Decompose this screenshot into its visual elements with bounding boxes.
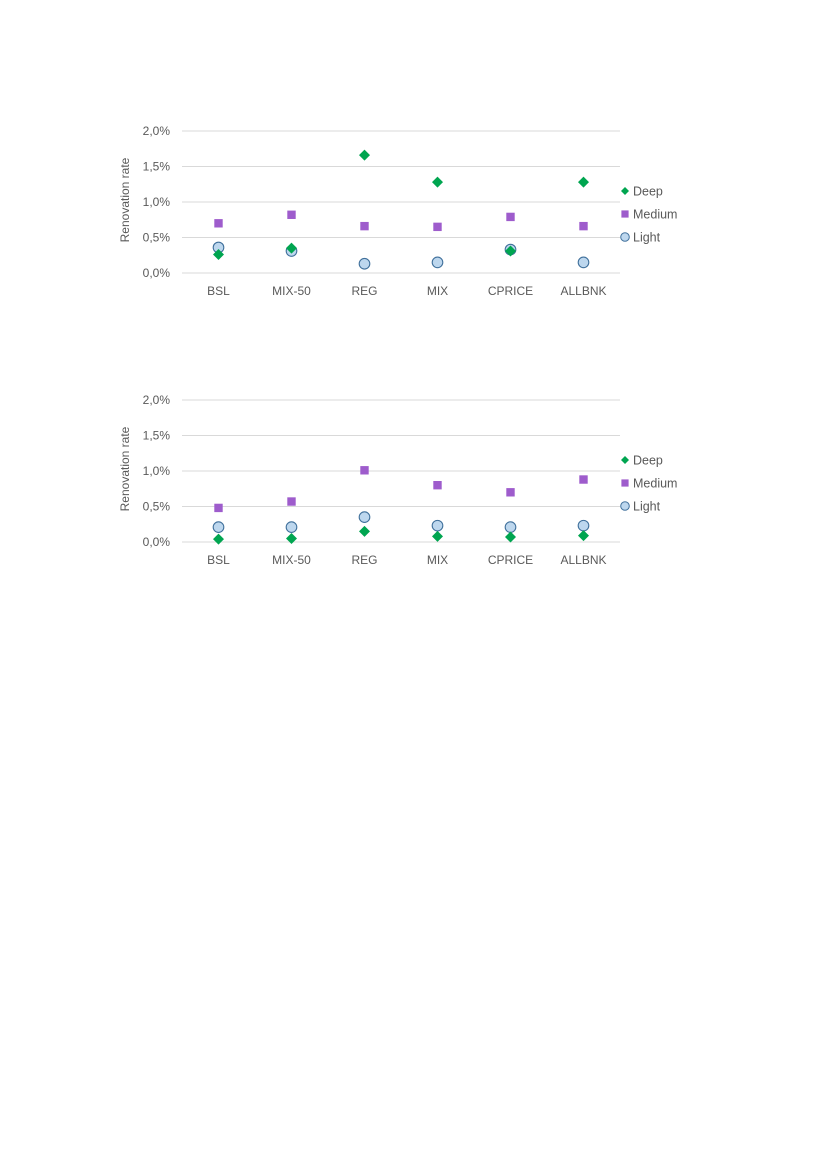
data-point-medium	[287, 210, 296, 219]
category-label: MIX	[427, 553, 448, 567]
y-tick-label: 2,0%	[143, 393, 171, 407]
data-point-light	[577, 519, 590, 532]
data-point-deep	[213, 249, 224, 261]
data-point-deep	[505, 531, 516, 543]
data-point-medium	[214, 219, 223, 228]
data-point-medium	[287, 497, 296, 506]
category-label: BSL	[207, 284, 230, 298]
data-point-light	[285, 521, 298, 533]
y-tick-label: 1,5%	[143, 429, 171, 443]
data-point-light	[358, 511, 371, 523]
y-tick-label: 1,0%	[143, 464, 171, 478]
y-tick-label: 0,5%	[143, 231, 171, 245]
category-label: REG	[351, 553, 377, 567]
data-point-medium	[506, 488, 515, 497]
data-point-medium	[506, 212, 515, 222]
data-point-light	[577, 256, 590, 269]
legend-label-light: Light	[633, 231, 661, 245]
y-tick-label: 0,0%	[143, 266, 171, 280]
data-point-deep	[505, 245, 516, 257]
category-label: MIX	[427, 284, 448, 298]
y-tick-label: 0,5%	[143, 500, 171, 514]
data-point-light	[212, 521, 225, 533]
y-tick-label: 0,0%	[143, 535, 171, 549]
category-label: CPRICE	[488, 553, 533, 567]
category-label: BSL	[207, 553, 230, 567]
data-point-deep	[213, 533, 224, 545]
data-point-light	[431, 519, 444, 532]
legend-label-light: Light	[633, 500, 661, 514]
y-tick-label: 1,5%	[143, 160, 171, 174]
data-point-deep	[359, 149, 370, 161]
legend-label-medium: Medium	[633, 477, 677, 491]
y-axis-label: Renovation rate	[118, 157, 132, 242]
y-tick-label: 2,0%	[143, 124, 171, 138]
category-label: REG	[351, 284, 377, 298]
renovation-rate-chart-2: 0,0% 0,5% 1,0% 1,5% 2,0% Renovation rate BSL MI…	[118, 393, 677, 567]
category-label: ALLBNK	[560, 553, 606, 567]
renovation-rate-chart-1: 0,0% 0,5% 1,0% 1,5% 2,0% Renovation rate BSL MI…	[118, 124, 677, 298]
category-label: ALLBNK	[560, 284, 606, 298]
data-point-deep	[432, 176, 443, 188]
data-point-medium	[433, 481, 442, 490]
legend-marker-deep	[621, 187, 629, 195]
data-point-medium	[579, 475, 588, 484]
category-label: CPRICE	[488, 284, 533, 298]
data-point-light	[358, 257, 371, 270]
category-label: MIX-50	[272, 284, 311, 298]
y-tick-label: 1,0%	[143, 195, 171, 209]
category-label: MIX-50	[272, 553, 311, 567]
data-point-deep	[359, 525, 370, 537]
data-point-deep	[578, 530, 589, 542]
data-point-medium	[433, 222, 442, 232]
legend-marker-medium	[621, 210, 629, 218]
legend-marker-light	[620, 501, 630, 511]
data-point-medium	[579, 221, 588, 231]
legend-marker-medium	[621, 479, 629, 487]
legend-label-medium: Medium	[633, 208, 677, 222]
legend-label-deep: Deep	[633, 185, 663, 199]
data-point-deep	[432, 530, 443, 542]
data-point-medium	[360, 466, 369, 475]
legend-marker-light	[620, 232, 630, 242]
legend-marker-deep	[621, 456, 629, 464]
data-point-light	[431, 256, 444, 269]
y-axis-label: Renovation rate	[118, 426, 132, 511]
legend-label-deep: Deep	[633, 454, 663, 468]
data-point-deep	[286, 532, 297, 544]
data-point-light	[504, 521, 517, 533]
data-point-medium	[360, 221, 369, 231]
data-point-medium	[214, 503, 223, 513]
data-point-deep	[286, 242, 297, 254]
data-point-deep	[578, 176, 589, 188]
